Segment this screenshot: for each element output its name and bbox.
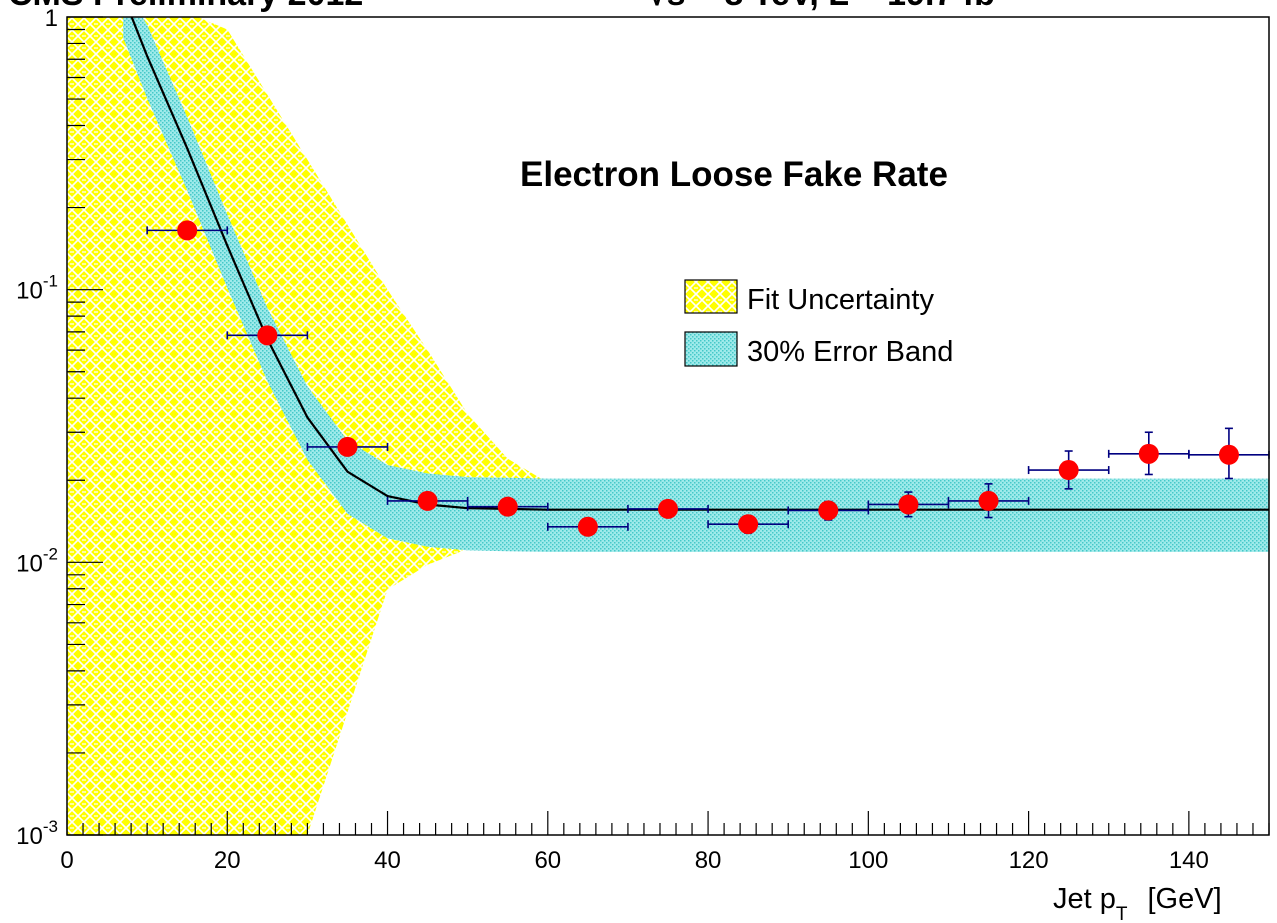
x-tick-label: 120 — [1009, 847, 1049, 874]
legend-swatch-fit-uncertainty — [684, 279, 738, 314]
data-marker — [658, 498, 678, 519]
header-right-main: √s = 8 TeV, L = 19.7 fb — [648, 0, 995, 13]
x-tick-label: 0 — [60, 847, 73, 874]
x-tick-label: 40 — [374, 847, 401, 874]
plot-title: Electron Loose Fake Rate — [520, 155, 948, 194]
data-marker — [577, 516, 598, 537]
data-point — [1188, 427, 1270, 480]
error-band-30-percent — [123, 17, 1269, 552]
data-point — [546, 516, 629, 537]
y-tick-exponent: -2 — [43, 544, 58, 563]
data-point — [1107, 431, 1190, 476]
x-tick-label: 20 — [214, 847, 241, 874]
data-point — [226, 325, 309, 346]
y-tick-exponent: -1 — [43, 272, 58, 291]
data-marker — [1218, 444, 1239, 465]
y-tick-base: 10 — [16, 278, 43, 305]
data-marker — [1058, 460, 1079, 481]
legend-swatch-error-band — [684, 331, 738, 367]
plot-frame — [66, 16, 1270, 836]
data-marker — [738, 514, 759, 535]
x-axis-label-unit: [GeV] — [1147, 883, 1221, 915]
data-point — [1027, 450, 1110, 490]
data-points-group — [146, 220, 1270, 537]
x-axis-label-main: Jet p — [1053, 883, 1116, 915]
data-marker — [978, 490, 999, 511]
x-tick-label: 80 — [695, 847, 722, 874]
data-point — [627, 498, 709, 519]
uncertainty-bands — [67, 17, 1269, 835]
x-tick-label: 100 — [848, 847, 888, 874]
data-marker — [497, 496, 518, 517]
data-marker — [1138, 443, 1159, 464]
data-point — [787, 500, 870, 521]
y-tick-base: 10 — [16, 823, 43, 850]
legend-label-fit-uncertainty: Fit Uncertainty — [747, 284, 934, 316]
header-right: √s = 8 TeV, L = 19.7 fb-1 — [648, 0, 1014, 13]
x-tick-label: 140 — [1169, 847, 1209, 874]
data-marker — [818, 500, 839, 521]
x-tick-label: 60 — [534, 847, 561, 874]
data-point — [947, 483, 1030, 519]
x-axis-label: Jet pT [GeV] — [1053, 883, 1222, 923]
data-marker — [417, 490, 438, 511]
y-tick-base: 10 — [16, 550, 43, 577]
legend-label-error-band: 30% Error Band — [747, 336, 953, 368]
data-marker — [337, 436, 358, 457]
data-point — [867, 491, 950, 518]
y-tick-label: 10-2 — [16, 544, 58, 577]
y-tick-label: 10-1 — [16, 272, 58, 305]
data-point — [386, 490, 469, 511]
header-left: CMS Preliminary 2012 — [8, 0, 363, 13]
data-point — [306, 436, 389, 457]
data-point — [146, 220, 229, 241]
data-point — [707, 514, 790, 535]
data-marker — [177, 220, 198, 241]
data-marker — [898, 494, 919, 515]
y-tick-label: 1 — [45, 5, 58, 32]
y-tick-exponent: -3 — [43, 817, 58, 836]
x-axis-label-subscript: T — [1116, 904, 1128, 923]
legend: Fit Uncertainty 30% Error Band — [684, 279, 953, 368]
data-point — [466, 496, 549, 517]
y-tick-label: 10-3 — [16, 817, 58, 850]
data-marker — [257, 325, 278, 346]
